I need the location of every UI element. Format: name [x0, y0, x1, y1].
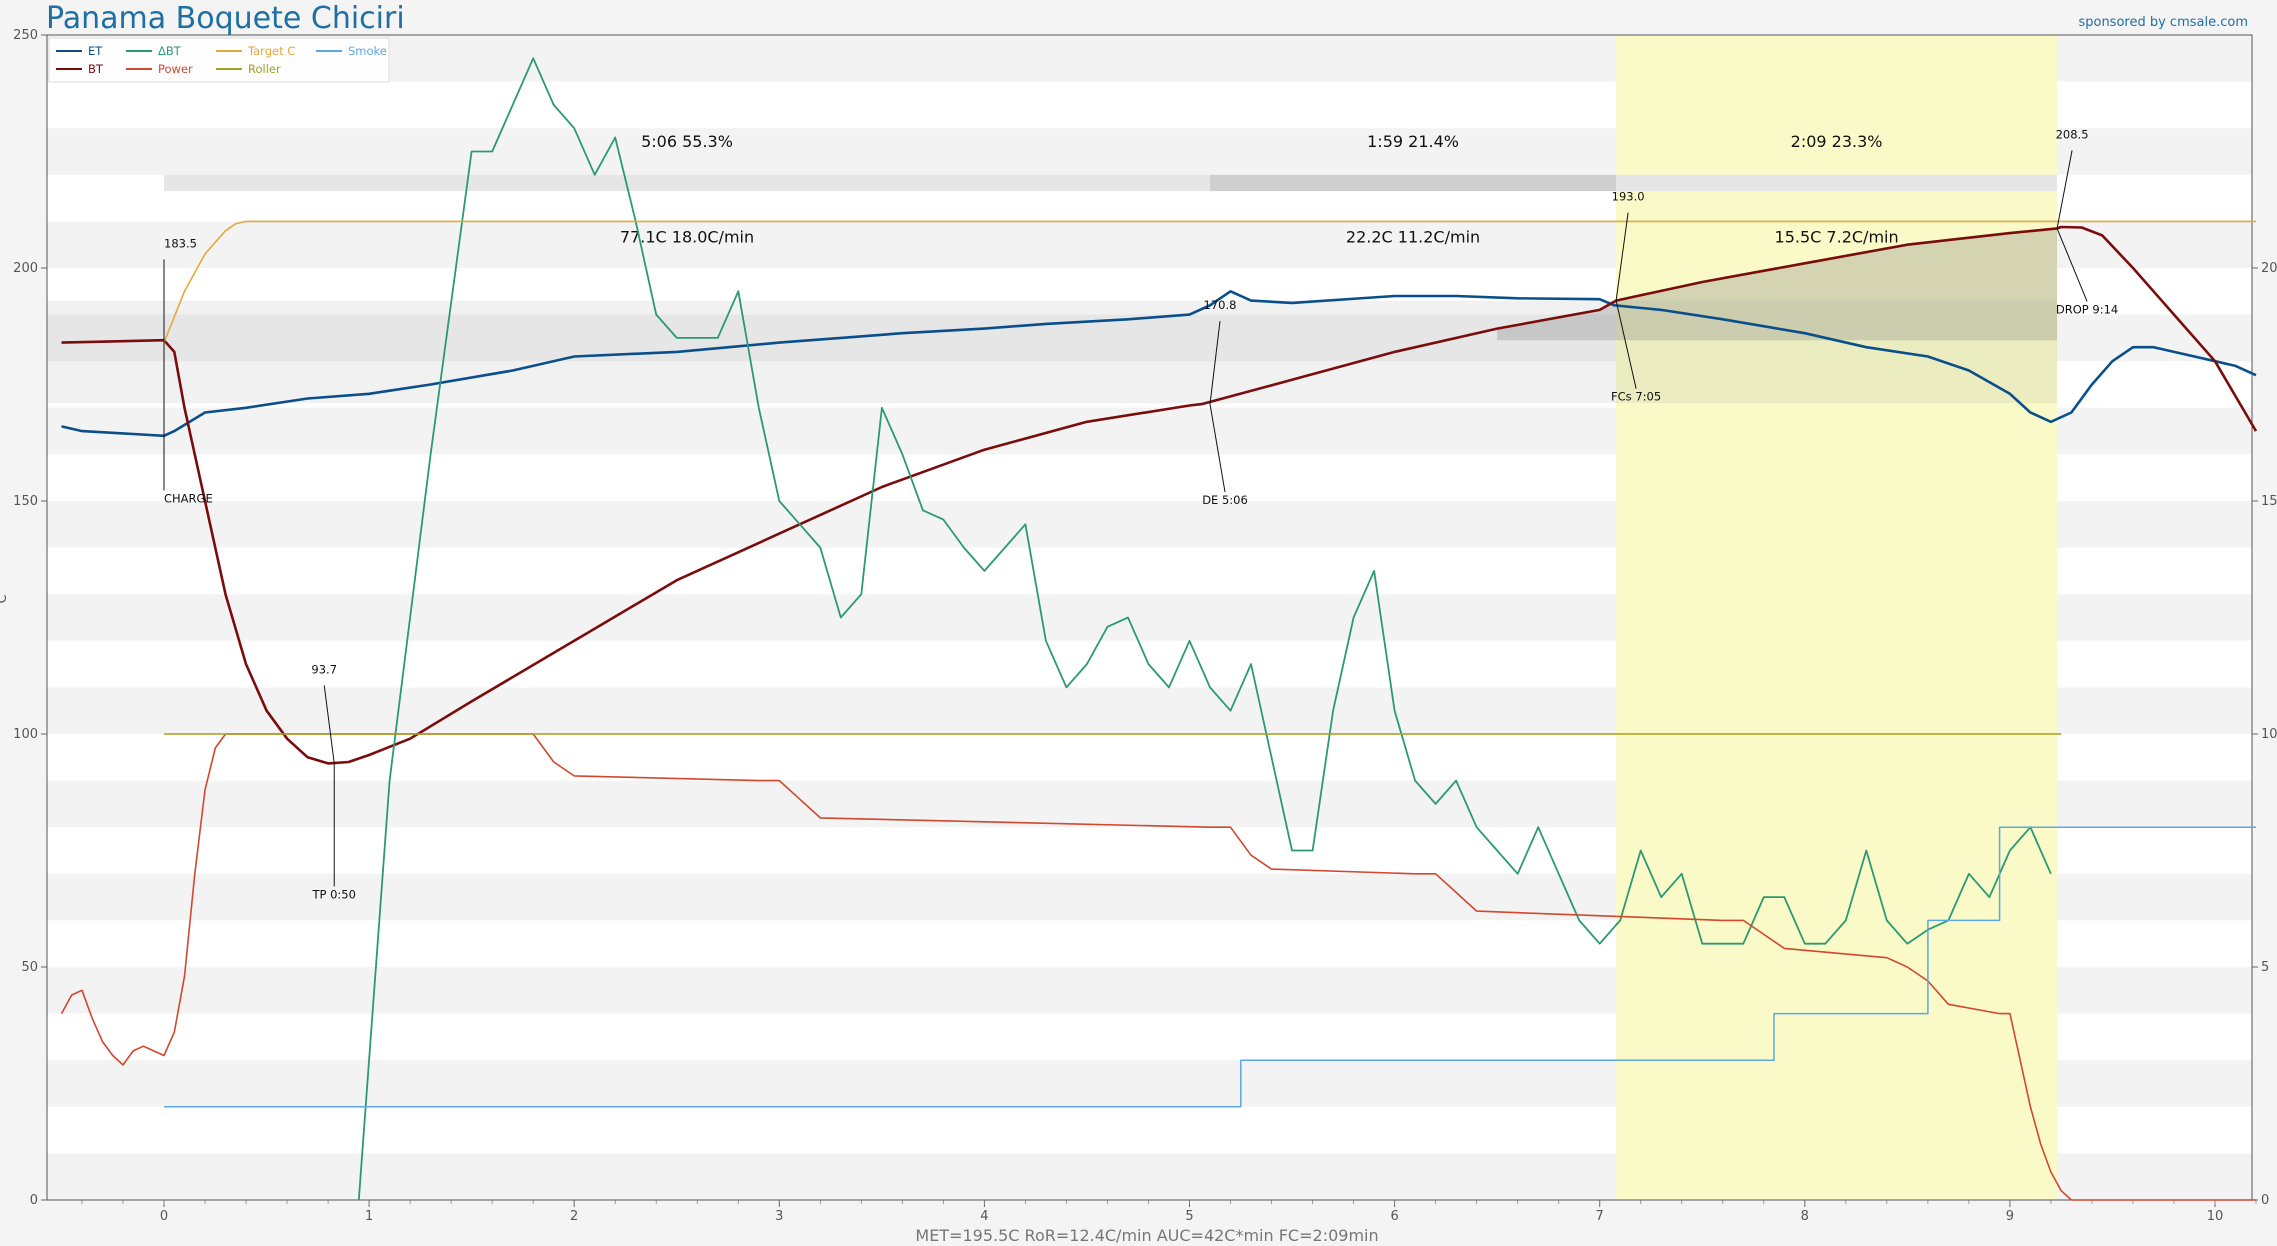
- y-axis-unit: °C: [0, 594, 10, 610]
- x-tick-label: 3: [775, 1209, 783, 1224]
- event-marker-line: [1615, 300, 1637, 389]
- event-label: 208.5: [2056, 127, 2089, 141]
- legend-label-dbt: ΔBT: [158, 44, 182, 58]
- event-marker-line: [323, 685, 335, 764]
- series-line-smoke: [164, 826, 2256, 1108]
- x-tick-label: 8: [1801, 1209, 1809, 1224]
- event-label: FCs 7:05: [1611, 390, 1661, 404]
- legend-label-power: Power: [158, 62, 193, 76]
- series-line-target: [163, 220, 2256, 343]
- x-tick-label: 0: [160, 1209, 168, 1224]
- series-line-bt: [61, 225, 2258, 765]
- phase-delta-label: 77.1C 18.0C/min: [620, 227, 754, 246]
- event-marker-line: [2056, 150, 2073, 229]
- event-label: DE 5:06: [1202, 493, 1248, 507]
- phase-bar: [1616, 174, 2058, 192]
- legend: ET BT ΔBT Power Target C Roller Smoke: [48, 37, 390, 83]
- event-label: 170.8: [1204, 298, 1237, 312]
- legend-label-bt: BT: [88, 62, 104, 76]
- series-line-power: [60, 733, 2256, 1201]
- phase-bar: [1210, 174, 1617, 192]
- event-marker-line: [1209, 321, 1221, 405]
- x-tick-label: 7: [1596, 1209, 1604, 1224]
- event-marker-line: [1615, 212, 1629, 301]
- y2-tick-label: 10: [2261, 727, 2277, 742]
- roast-stats: MET=195.5C RoR=12.4C/min AUC=42C*min FC=…: [915, 1226, 1378, 1245]
- auc-area: [1497, 228, 2058, 341]
- event-label: 93.7: [311, 662, 337, 676]
- y2-tick-label: 5: [2261, 960, 2269, 975]
- sponsor-link[interactable]: sponsored by cmsale.com: [2078, 15, 2248, 30]
- y-tick-label: 100: [13, 727, 38, 742]
- x-tick-label: 4: [980, 1209, 988, 1224]
- phase-time-label: 2:09 23.3%: [1791, 132, 1883, 151]
- phase-time-label: 1:59 21.4%: [1367, 132, 1459, 151]
- event-label: DROP 9:14: [2056, 302, 2118, 316]
- series-line-dbt: [357, 57, 2052, 1201]
- y-tick-label: 150: [13, 494, 38, 509]
- event-label: 193.0: [1612, 190, 1645, 204]
- x-tick-label: 2: [570, 1209, 578, 1224]
- event-marker-line: [1209, 403, 1226, 493]
- y-tick-label: 250: [13, 28, 38, 43]
- series-line-et: [61, 290, 2257, 438]
- x-tick-label: 6: [1390, 1209, 1398, 1224]
- plot-area: 5:06 55.3% 77.1C 18.0C/min 1:59 21.4% 22.2C…: [13, 28, 2277, 1224]
- x-tick-label: 5: [1185, 1209, 1193, 1224]
- phase-delta-label: 22.2C 11.2C/min: [1346, 227, 1480, 246]
- y-tick-label: 0: [30, 1193, 38, 1208]
- phase-time-label: 5:06 55.3%: [641, 132, 733, 151]
- x-tick-label: 10: [2207, 1209, 2224, 1224]
- y-tick-label: 50: [21, 960, 38, 975]
- event-label: CHARGE: [164, 492, 213, 506]
- first-crack-band: [1616, 35, 2058, 1200]
- met-band: [47, 300, 2058, 404]
- legend-box: [48, 37, 390, 83]
- y2-tick-label: 20: [2261, 261, 2277, 276]
- y-tick-label: 200: [13, 261, 38, 276]
- y2-tick-label: 0: [2261, 1193, 2269, 1208]
- event-label: 183.5: [164, 237, 197, 251]
- y2-tick-label: 15: [2261, 494, 2277, 509]
- event-label: TP 0:50: [312, 887, 356, 901]
- legend-label-roller: Roller: [248, 62, 281, 76]
- legend-label-et: ET: [88, 44, 103, 58]
- phase-delta-label: 15.5C 7.2C/min: [1775, 227, 1899, 246]
- phase-bar: [164, 174, 1211, 192]
- legend-label-smoke: Smoke: [348, 44, 387, 58]
- plot-frame: [46, 34, 2253, 1201]
- legend-label-target: Target C: [247, 44, 295, 58]
- x-tick-label: 1: [365, 1209, 373, 1224]
- event-marker-line: [2056, 228, 2088, 302]
- x-tick-label: 9: [2006, 1209, 2014, 1224]
- chart-title: Panama Boquete Chiciri: [46, 1, 405, 36]
